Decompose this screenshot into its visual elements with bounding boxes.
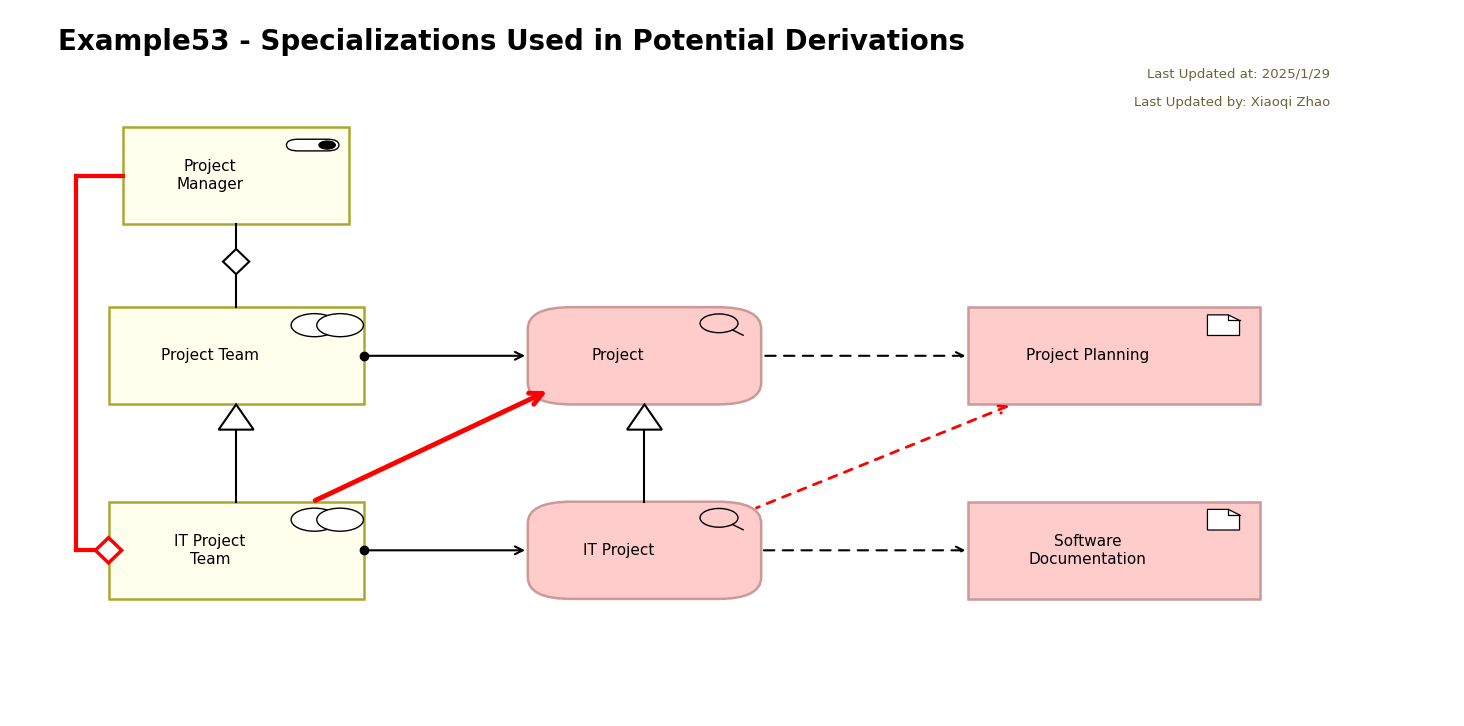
Text: Project Team: Project Team [161, 348, 259, 363]
Polygon shape [223, 249, 249, 274]
Circle shape [316, 508, 363, 531]
FancyBboxPatch shape [968, 502, 1261, 599]
FancyBboxPatch shape [123, 127, 348, 224]
FancyBboxPatch shape [968, 307, 1261, 404]
Polygon shape [218, 404, 253, 430]
Polygon shape [1208, 315, 1240, 335]
Circle shape [291, 508, 338, 531]
Text: Software
Documentation: Software Documentation [1029, 534, 1146, 566]
Text: IT Project: IT Project [583, 543, 654, 558]
FancyBboxPatch shape [529, 502, 761, 599]
FancyBboxPatch shape [108, 307, 363, 404]
Text: Project Planning: Project Planning [1026, 348, 1149, 363]
Text: Last Updated by: Xiaoqi Zhao: Last Updated by: Xiaoqi Zhao [1133, 97, 1329, 110]
Circle shape [291, 314, 338, 337]
FancyBboxPatch shape [529, 307, 761, 404]
Polygon shape [1208, 510, 1240, 530]
Circle shape [319, 141, 335, 149]
FancyBboxPatch shape [108, 502, 363, 599]
Circle shape [316, 314, 363, 337]
Text: Project
Manager: Project Manager [176, 160, 243, 192]
Text: Example53 - Specializations Used in Potential Derivations: Example53 - Specializations Used in Pote… [59, 28, 965, 56]
FancyBboxPatch shape [287, 139, 340, 151]
Text: Last Updated at: 2025/1/29: Last Updated at: 2025/1/29 [1146, 68, 1329, 81]
Polygon shape [95, 538, 122, 563]
Polygon shape [627, 404, 662, 430]
Text: Project: Project [591, 348, 644, 363]
Text: IT Project
Team: IT Project Team [174, 534, 246, 566]
